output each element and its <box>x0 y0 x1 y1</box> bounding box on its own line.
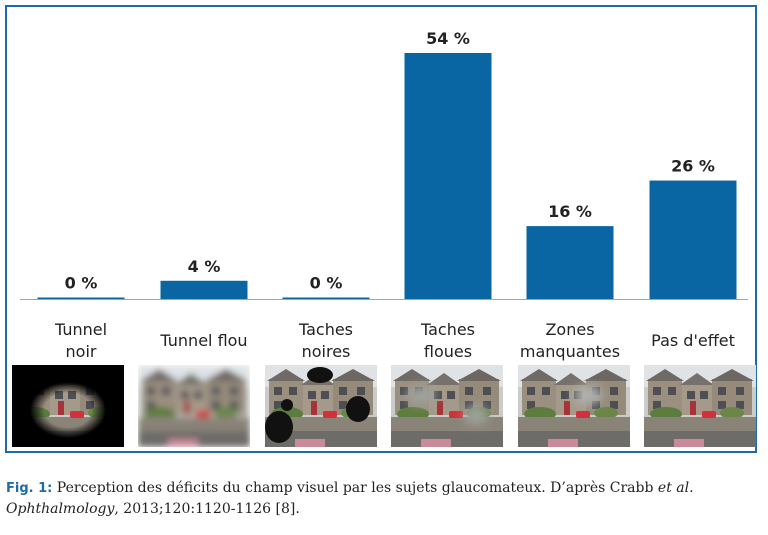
bar-2 <box>282 297 370 299</box>
caption-journal: Ophthalmology <box>6 501 115 517</box>
thumbnail-taches-noires <box>265 365 377 447</box>
data-label-3: 54 % <box>426 29 470 48</box>
category-label-3: Taches floues <box>420 320 475 361</box>
thumbnail-taches-floues <box>391 365 503 447</box>
caption-text-b: , 2013;120:1120-1126 [8]. <box>114 501 300 517</box>
thumbnail-tunnel-noir <box>12 365 124 447</box>
caption-text-a: Perception des déficits du champ visuel … <box>52 480 658 496</box>
figure-label: Fig. 1: <box>6 481 53 496</box>
bar-3 <box>404 53 492 299</box>
data-label-0: 0 % <box>65 274 98 293</box>
thumbnail-pas-d-effet <box>644 365 756 447</box>
category-label-4: Zones manquantes <box>520 320 620 361</box>
caption-et-al: et al. <box>657 480 694 496</box>
bar-4 <box>526 226 614 299</box>
category-label-1: Tunnel flou <box>159 331 247 350</box>
category-label-2: Taches noires <box>298 320 353 361</box>
thumbnail-tunnel-flou <box>138 365 250 447</box>
data-label-2: 0 % <box>310 274 343 293</box>
figure-caption: Fig. 1: Perception des déficits du champ… <box>6 478 758 520</box>
category-label-0: Tunnel noir <box>54 320 107 361</box>
chart-frame <box>5 5 757 453</box>
bar-5 <box>649 180 737 299</box>
bar-chart: 0 % Tunnel noir 4 % Tunnel flou 0 % Taches noir… <box>20 29 748 361</box>
category-label-5: Pas d'effet <box>651 331 735 350</box>
data-label-1: 4 % <box>188 257 221 276</box>
bar-1 <box>160 280 248 299</box>
data-label-4: 16 % <box>548 202 592 221</box>
data-label-5: 26 % <box>671 157 715 176</box>
bar-0 <box>37 297 125 299</box>
thumbnail-zones-manquantes <box>518 365 630 447</box>
